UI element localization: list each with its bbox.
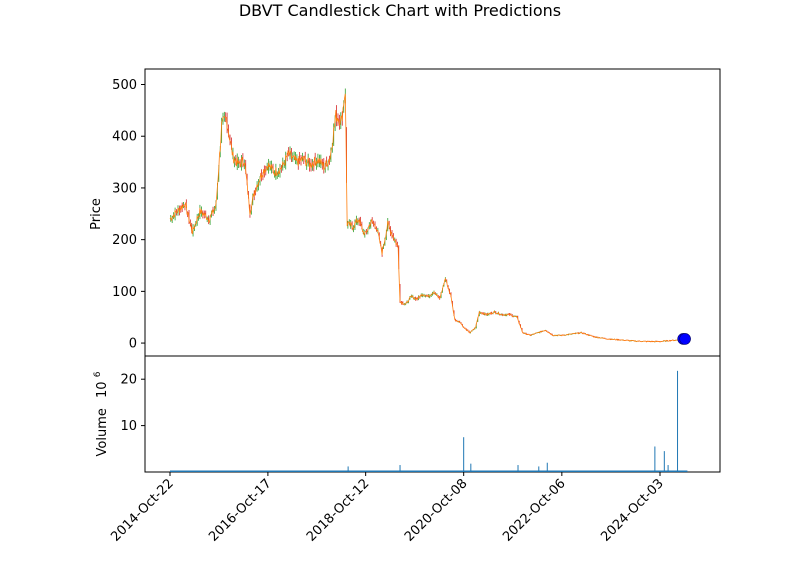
- price-close-line: [169, 93, 680, 343]
- price-y-label: Price: [89, 198, 104, 230]
- volume-marks: [170, 370, 688, 473]
- volume-scale-base: 10: [95, 381, 110, 398]
- price-marks: [169, 88, 691, 345]
- volume-y-label: Volume: [95, 408, 110, 456]
- volume-y-tick-label: 10: [120, 419, 137, 434]
- price-y-tick-label: 0: [129, 337, 137, 352]
- volume-y-label-group: Volume 10 6: [93, 371, 110, 456]
- volume-scale-exponent: 6: [93, 371, 103, 377]
- price-y-tick-label: 100: [112, 285, 137, 300]
- volume-panel: 10 20 Volume 10 6: [93, 355, 721, 473]
- price-y-tick-label: 400: [112, 130, 137, 145]
- prediction-point: [679, 333, 691, 345]
- price-y-ticks: 0 100 200 300 400 500: [112, 78, 145, 352]
- volume-y-tick-label: 20: [120, 373, 137, 388]
- price-y-tick-label: 200: [112, 233, 137, 248]
- price-y-tick-label: 500: [112, 78, 137, 93]
- price-panel: 0 100 200 300 400 500 Price: [89, 68, 721, 357]
- price-y-tick-label: 300: [112, 181, 137, 196]
- volume-y-ticks: 10 20: [120, 373, 145, 434]
- chart-title: DBVT Candlestick Chart with Predictions: [239, 1, 561, 20]
- svg-text:Volume 10 6: Volume 10 6: [93, 371, 110, 456]
